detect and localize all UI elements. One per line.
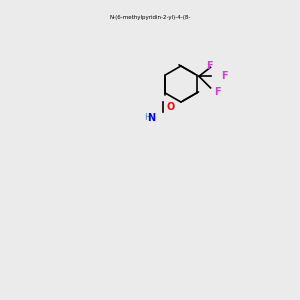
Text: F: F: [214, 87, 220, 97]
Text: H: H: [144, 113, 151, 122]
Text: N: N: [147, 112, 155, 122]
Text: F: F: [221, 71, 228, 81]
Title: N-(6-methylpyridin-2-yl)-4-(8-: N-(6-methylpyridin-2-yl)-4-(8-: [109, 15, 191, 20]
Text: F: F: [206, 61, 213, 71]
Text: O: O: [167, 102, 175, 112]
